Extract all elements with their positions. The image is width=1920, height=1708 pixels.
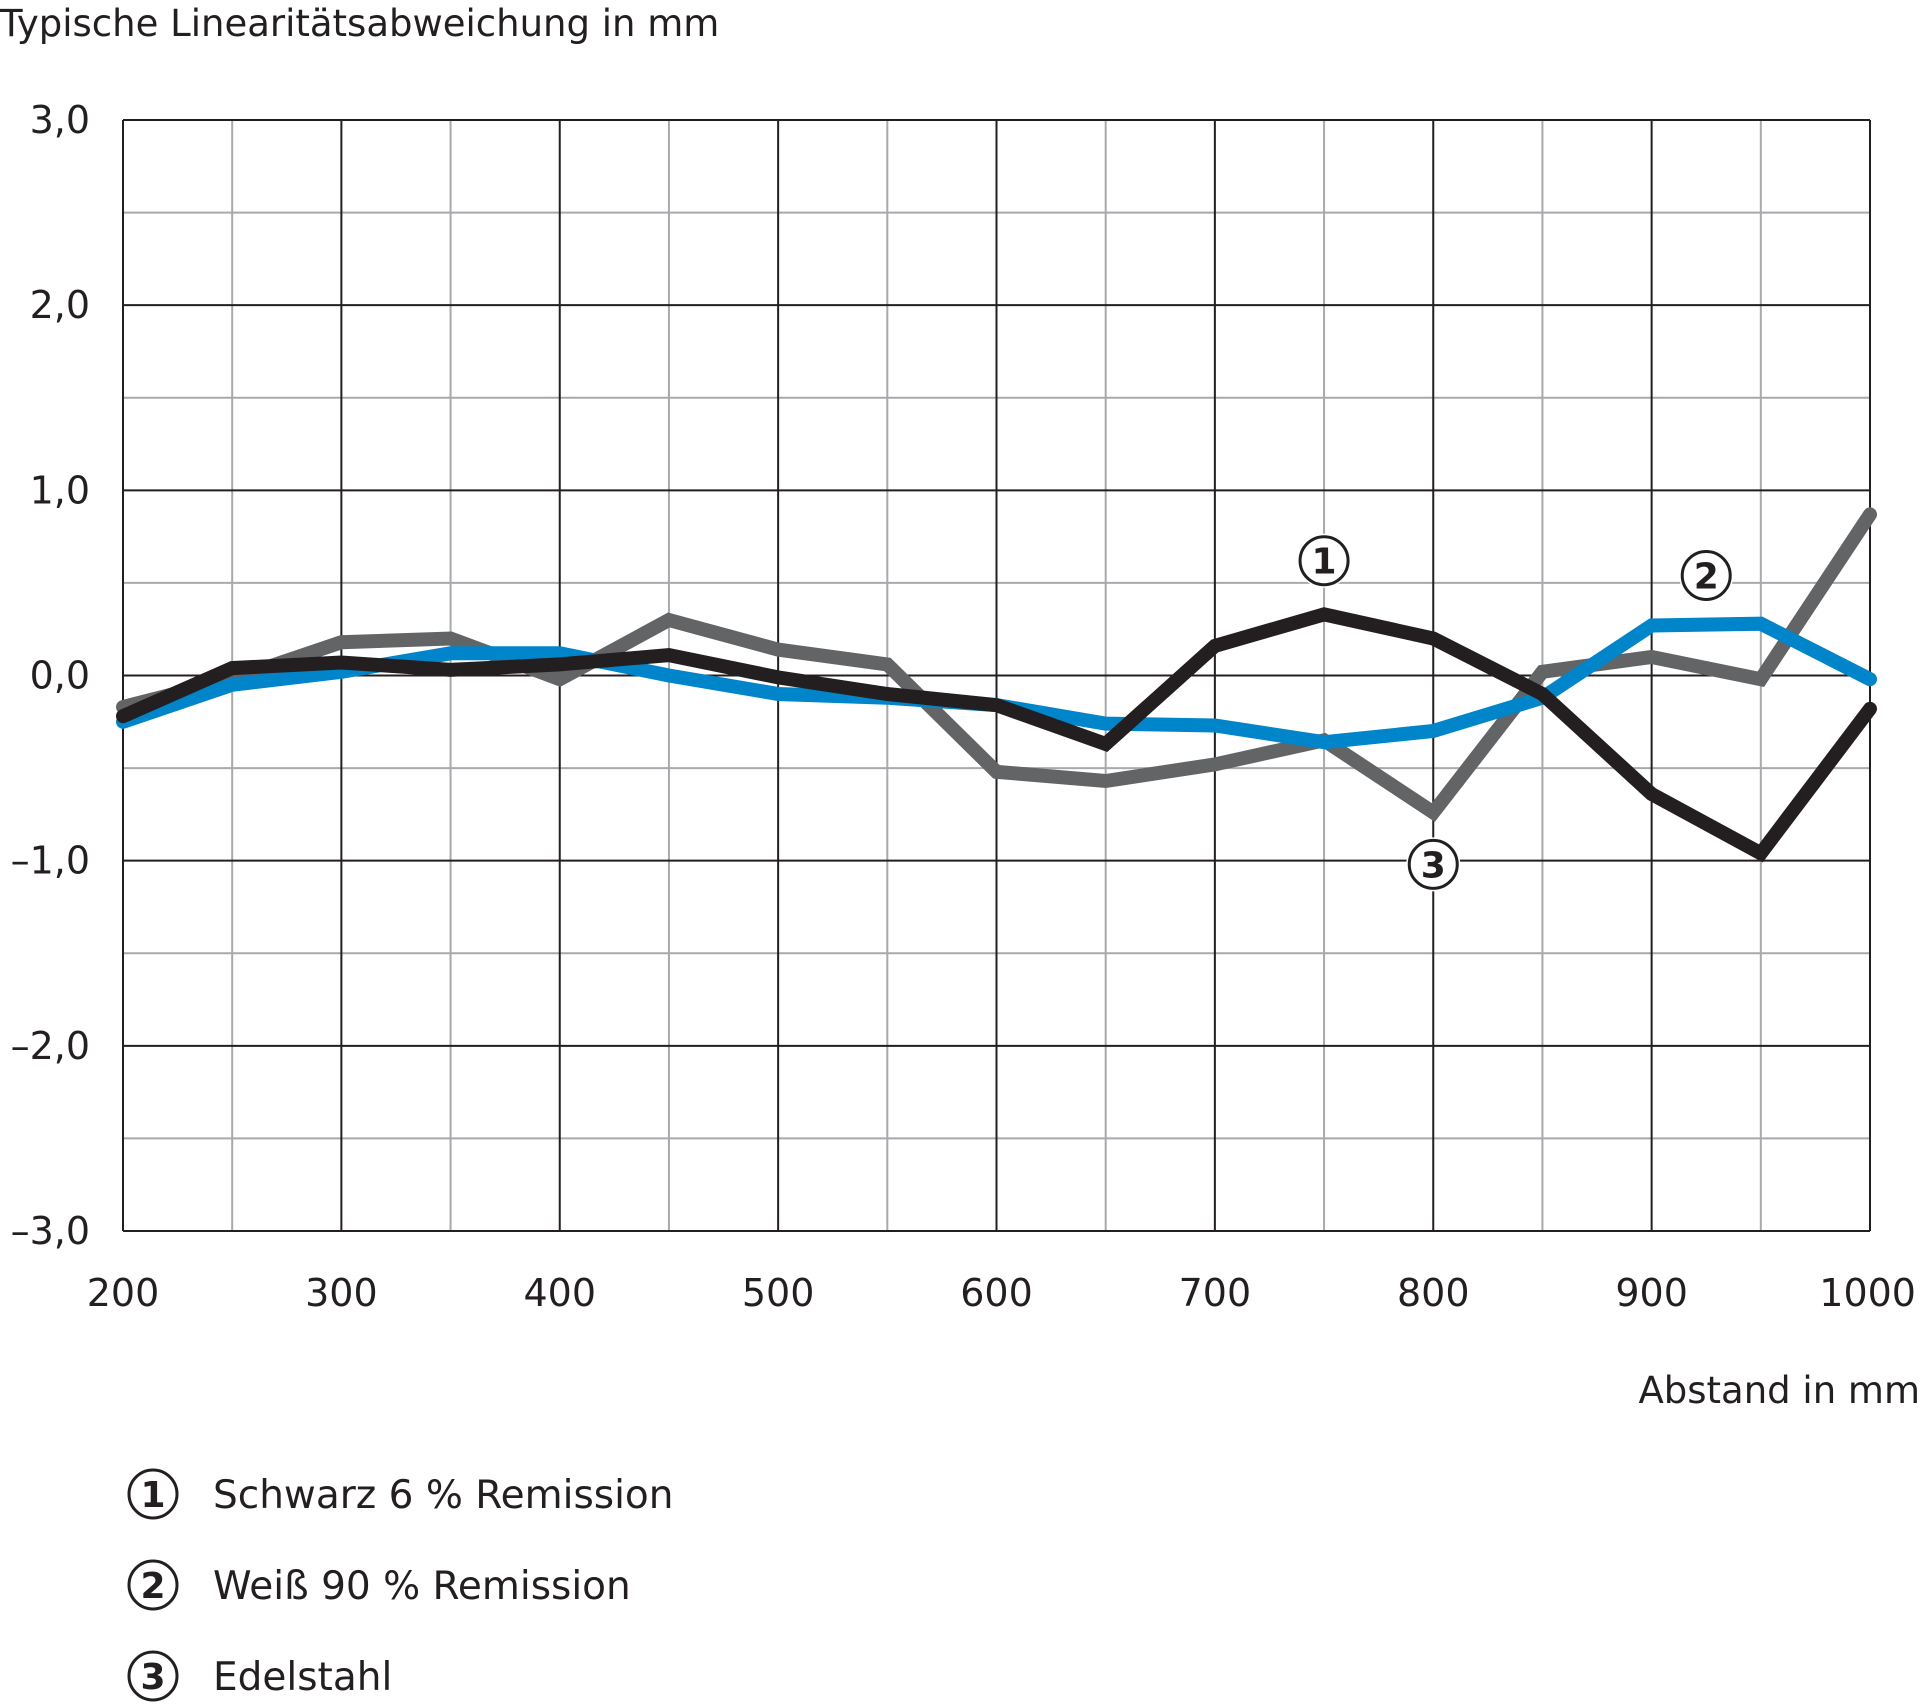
marker-background <box>126 1558 180 1612</box>
y-tick-label: –3,0 <box>11 1209 90 1253</box>
y-tick-label: –1,0 <box>11 839 90 883</box>
series-line-s1 <box>116 607 1877 863</box>
legend-marker-2: 2 <box>126 1558 180 1612</box>
x-tick-label: 700 <box>1179 1271 1252 1315</box>
x-tick-label: 400 <box>523 1271 596 1315</box>
marker-number: 3 <box>1421 845 1446 886</box>
legend: 1 Schwarz 6 % Remission 2 Weiß 90 % Remissi… <box>126 1467 674 1703</box>
series-marker-1: 1 <box>1297 533 1352 588</box>
y-tick-label: 3,0 <box>30 98 90 142</box>
y-axis-title: Typische Linearitätsabweichung in mm <box>0 2 719 45</box>
marker-background <box>1679 548 1734 603</box>
marker-number: 1 <box>1312 542 1337 583</box>
y-tick-label: 0,0 <box>30 654 90 698</box>
legend-marker-3: 3 <box>126 1649 180 1703</box>
marker-number: 1 <box>140 1475 165 1516</box>
legend-marker-1: 1 <box>126 1467 180 1521</box>
series-lines <box>116 507 1877 863</box>
y-tick-label: 2,0 <box>30 283 90 327</box>
marker-number: 2 <box>140 1566 165 1607</box>
x-tick-label: 800 <box>1397 1271 1470 1315</box>
marker-ring <box>127 1650 179 1702</box>
legend-item: 3 Edelstahl <box>126 1649 392 1703</box>
marker-ring <box>127 1559 179 1611</box>
series-marker-3: 3 <box>1406 837 1461 892</box>
marker-ring <box>1298 535 1350 587</box>
series-marker-2: 2 <box>1679 548 1734 603</box>
x-axis-title: Abstand in mm <box>1638 1369 1920 1412</box>
x-tick-label: 900 <box>1615 1271 1688 1315</box>
marker-ring <box>127 1468 179 1520</box>
marker-background <box>1406 837 1461 892</box>
x-tick-label: 600 <box>960 1271 1033 1315</box>
y-tick-label: 1,0 <box>30 468 90 512</box>
y-tick-labels: 3,0 2,0 1,0 0,0 –1,0 –2,0 –3,0 <box>11 98 90 1253</box>
legend-label: Schwarz 6 % Remission <box>213 1473 674 1518</box>
series-annotations: 1 2 3 <box>1297 533 1734 892</box>
x-tick-label: 300 <box>305 1271 378 1315</box>
legend-label: Edelstahl <box>213 1655 392 1700</box>
marker-background <box>126 1467 180 1521</box>
marker-background <box>126 1649 180 1703</box>
y-tick-label: –2,0 <box>11 1024 90 1068</box>
marker-ring <box>1407 838 1459 890</box>
marker-background <box>1297 533 1352 588</box>
marker-number: 2 <box>1694 557 1719 598</box>
legend-item: 2 Weiß 90 % Remission <box>126 1558 631 1612</box>
x-tick-label: 200 <box>87 1271 160 1315</box>
x-tick-labels: 200 300 400 500 600 700 800 900 1000 <box>87 1271 1916 1315</box>
legend-item: 1 Schwarz 6 % Remission <box>126 1467 674 1521</box>
x-tick-label: 1000 <box>1819 1271 1916 1315</box>
marker-number: 3 <box>140 1657 165 1698</box>
major-grid <box>122 119 1871 1232</box>
legend-label: Weiß 90 % Remission <box>213 1564 631 1609</box>
x-tick-label: 500 <box>742 1271 815 1315</box>
marker-ring <box>1680 550 1732 602</box>
